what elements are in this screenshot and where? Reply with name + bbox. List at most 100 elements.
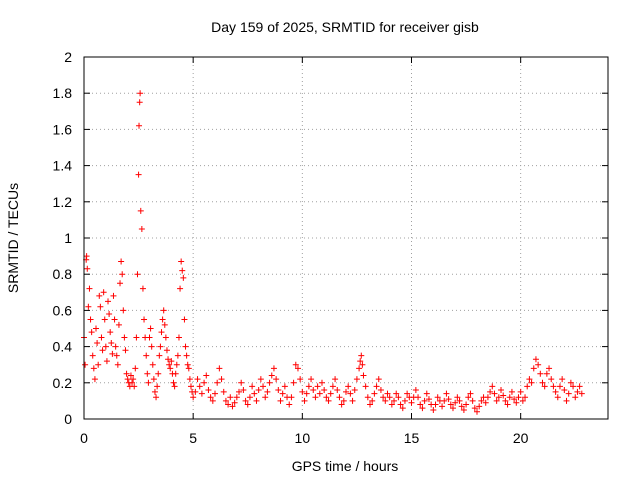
data-point <box>266 379 273 386</box>
data-point <box>421 397 428 404</box>
y-tick-label: 0.8 <box>53 266 73 282</box>
data-point <box>167 365 174 372</box>
data-point <box>255 387 262 394</box>
data-point <box>173 361 180 368</box>
data-point <box>105 298 112 305</box>
data-point <box>100 289 107 296</box>
data-point <box>180 274 187 281</box>
data-point <box>312 394 319 401</box>
data-point <box>85 303 92 310</box>
data-point <box>242 397 249 404</box>
data-point <box>123 370 130 377</box>
x-tick-label: 20 <box>513 430 529 446</box>
y-tick-label: 1.2 <box>53 194 73 210</box>
data-point <box>362 383 369 390</box>
data-point <box>127 372 134 379</box>
data-point <box>539 379 546 386</box>
data-point <box>399 405 406 412</box>
data-point <box>404 390 411 397</box>
data-point <box>321 387 328 394</box>
data-point <box>182 343 189 350</box>
plot-frame <box>83 56 609 420</box>
data-point <box>408 399 415 406</box>
data-point <box>138 225 145 232</box>
data-point <box>181 316 188 323</box>
data-point <box>356 365 363 372</box>
data-point <box>358 352 365 359</box>
data-point <box>153 394 160 401</box>
y-tick-label: 1.8 <box>53 85 73 101</box>
data-point <box>353 376 360 383</box>
data-point <box>144 370 151 377</box>
data-point <box>504 401 511 408</box>
data-point <box>83 253 90 260</box>
data-point <box>165 356 172 363</box>
data-point <box>131 383 138 390</box>
data-point <box>139 285 146 292</box>
data-point <box>434 394 441 401</box>
y-tick-label: 2 <box>64 49 72 65</box>
data-point <box>161 321 168 328</box>
data-point <box>371 390 378 397</box>
data-point <box>154 383 161 390</box>
data-point <box>493 397 500 404</box>
x-tick-label: 5 <box>189 430 197 446</box>
data-point <box>155 370 162 377</box>
data-point <box>574 388 581 395</box>
y-tick-label: 0.6 <box>53 302 73 318</box>
data-point <box>526 376 533 383</box>
data-point <box>121 334 128 341</box>
x-tick-labels: 0 5 10 15 20 <box>80 430 529 446</box>
data-point <box>541 383 548 390</box>
data-point <box>474 408 480 415</box>
data-point <box>240 387 247 394</box>
y-axis-label: SRMTID / TECUs <box>5 183 21 293</box>
data-point <box>149 361 156 368</box>
data-point <box>305 383 312 390</box>
data-point <box>318 379 325 386</box>
data-point <box>281 383 288 390</box>
data-point <box>277 397 284 404</box>
data-point <box>380 394 387 401</box>
data-point <box>222 397 229 404</box>
data-point <box>364 394 371 401</box>
data-point <box>449 405 456 412</box>
data-point <box>101 316 108 323</box>
data-point <box>134 271 141 278</box>
data-point <box>163 347 170 354</box>
data-point <box>554 394 561 401</box>
data-point <box>114 361 121 368</box>
data-point <box>515 394 522 401</box>
data-point <box>393 390 400 397</box>
data-point <box>537 370 544 377</box>
data-point <box>246 394 253 401</box>
axis-ticks <box>83 56 608 420</box>
data-point <box>465 394 472 401</box>
data-point <box>136 122 143 129</box>
data-point <box>137 207 144 214</box>
data-point <box>253 397 260 404</box>
data-point <box>447 401 454 408</box>
data-point <box>96 292 103 299</box>
data-point <box>458 403 465 410</box>
y-tick-label: 1.4 <box>53 158 73 174</box>
data-point <box>487 388 494 395</box>
data-point <box>160 307 167 314</box>
data-point <box>185 365 192 372</box>
data-point <box>158 329 165 336</box>
y-tick-label: 0 <box>64 411 72 427</box>
data-point <box>170 379 177 386</box>
data-point <box>513 399 520 406</box>
data-point <box>143 352 150 359</box>
data-point <box>297 376 304 383</box>
data-point <box>257 376 264 383</box>
data-point <box>349 397 356 404</box>
data-point <box>316 390 323 397</box>
data-point <box>377 387 384 394</box>
data-point <box>395 394 402 401</box>
data-point <box>201 379 208 386</box>
data-point <box>469 397 476 404</box>
data-point <box>135 171 142 178</box>
data-point <box>244 401 251 408</box>
